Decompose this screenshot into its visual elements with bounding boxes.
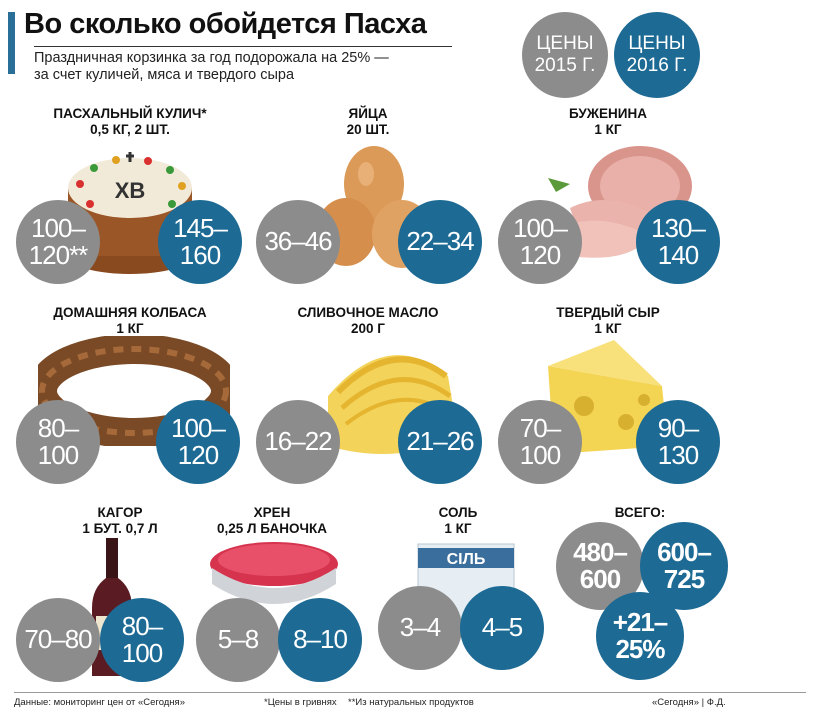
item-label-eggs: ЯЙЦА 20 ШТ.	[346, 106, 390, 137]
price-2016-easter-cake: 145– 160	[158, 200, 242, 284]
footer-divider	[14, 692, 806, 693]
price-2015-sausage: 80– 100	[16, 400, 100, 484]
item-label-easter-cake: ПАСХАЛЬНЫЙ КУЛИЧ* 0,5 КГ, 2 ШТ.	[53, 106, 207, 137]
price-2015-cahors: 70–80	[16, 598, 100, 682]
price-2016-sausage: 100– 120	[156, 400, 240, 484]
price-2015-horseradish: 5–8	[196, 598, 280, 682]
price-2016-salt: 4–5	[460, 586, 544, 670]
footer-source: Данные: мониторинг цен от «Сегодня»	[14, 697, 185, 708]
footer-note-currency: *Цены в гривнях	[264, 697, 337, 708]
svg-text:ХВ: ХВ	[115, 178, 146, 203]
price-2016-butter: 21–26	[398, 400, 482, 484]
footer-credit: «Сегодня» | Ф.Д.	[652, 697, 726, 708]
price-2016-cheese: 90– 130	[636, 400, 720, 484]
sausage-icon	[38, 336, 230, 446]
price-2016-eggs: 22–34	[398, 200, 482, 284]
page-title: Во сколько обойдется Пасха	[24, 8, 427, 40]
item-label-sausage: ДОМАШНЯЯ КОЛБАСА 1 КГ	[53, 305, 207, 336]
total-label: ВСЕГО:	[614, 505, 666, 520]
horseradish-jar-icon	[210, 542, 338, 604]
price-2015-easter-cake: 100– 120**	[16, 200, 100, 284]
price-2015-cheese: 70– 100	[498, 400, 582, 484]
price-2016-horseradish: 8–10	[278, 598, 362, 682]
item-label-horseradish: ХРЕН 0,25 Л БАНОЧКА	[217, 505, 327, 536]
price-2016-cahors: 80– 100	[100, 598, 184, 682]
title-accent-bar	[8, 12, 15, 74]
price-2015-butter: 16–22	[256, 400, 340, 484]
price-2015-eggs: 36–46	[256, 200, 340, 284]
price-2016-ham: 130– 140	[636, 200, 720, 284]
price-2015-salt: 3–4	[378, 586, 462, 670]
price-2015-ham: 100– 120	[498, 200, 582, 284]
item-label-ham: БУЖЕНИНА 1 КГ	[569, 106, 647, 137]
footer-note-natural: **Из натуральных продуктов	[348, 697, 474, 708]
item-label-salt: СОЛЬ 1 КГ	[438, 505, 478, 536]
legend-2015: ЦЕНЫ 2015 Г.	[522, 12, 608, 98]
item-label-cheese: ТВЕРДЫЙ СЫР 1 КГ	[556, 305, 660, 336]
legend-2016: ЦЕНЫ 2016 Г.	[614, 12, 700, 98]
item-label-cahors: КАГОР 1 БУТ. 0,7 Л	[82, 505, 158, 536]
title-divider	[34, 46, 452, 47]
item-label-butter: СЛИВОЧНОЕ МАСЛО 200 Г	[297, 305, 439, 336]
page-subtitle: Праздничная корзинка за год подорожала н…	[34, 50, 389, 83]
total-change: +21– 25%	[596, 592, 684, 680]
svg-text:СІЛЬ: СІЛЬ	[447, 551, 486, 568]
